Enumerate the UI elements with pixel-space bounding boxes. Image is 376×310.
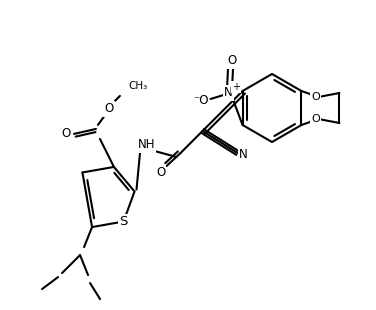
Text: O: O bbox=[227, 55, 236, 68]
Text: O: O bbox=[311, 92, 320, 102]
Text: O: O bbox=[104, 102, 114, 115]
Text: O: O bbox=[311, 114, 320, 124]
Text: +: + bbox=[232, 82, 240, 92]
Text: NH: NH bbox=[138, 139, 155, 152]
Text: ⁻O: ⁻O bbox=[193, 95, 208, 108]
Text: S: S bbox=[120, 215, 128, 228]
Text: N: N bbox=[224, 86, 233, 100]
Text: O: O bbox=[61, 127, 71, 140]
Text: N: N bbox=[239, 148, 248, 162]
Text: CH₃: CH₃ bbox=[128, 81, 147, 91]
Text: O: O bbox=[156, 166, 165, 179]
